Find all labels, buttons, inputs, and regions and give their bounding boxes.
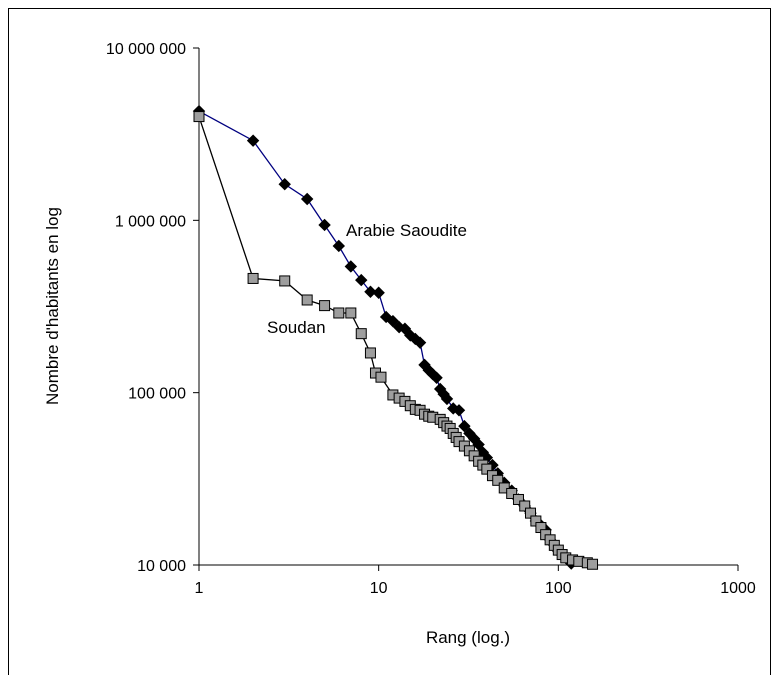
data-point-soudan <box>375 371 387 383</box>
data-point-soudan <box>506 487 518 499</box>
y-tick-label: 10 000 <box>137 558 186 575</box>
data-point-arabie-saoudite <box>458 419 471 433</box>
chart-frame <box>8 8 771 680</box>
data-point-soudan <box>587 558 599 570</box>
y-tick-label: 1 000 000 <box>115 213 186 230</box>
data-point-arabie-saoudite <box>278 178 291 191</box>
data-point-soudan <box>492 474 504 486</box>
y-axis-title: Nombre d'habitants en log <box>43 207 62 405</box>
data-point-soudan <box>498 482 510 494</box>
y-tick-label: 10 000 000 <box>106 41 186 58</box>
data-point-soudan <box>364 347 376 359</box>
data-point-arabie-saoudite <box>472 438 485 451</box>
axes <box>198 48 738 566</box>
data-point-soudan <box>333 307 345 319</box>
data-point-soudan <box>247 272 259 284</box>
data-point-arabie-saoudite <box>452 404 466 417</box>
data-point-soudan <box>481 463 493 475</box>
data-point-arabie-saoudite <box>344 260 358 273</box>
axis-ticks: 1 10 100 1000 10 000 100 000 1 000 000 10 000 0… <box>106 41 756 597</box>
data-point-soudan <box>355 328 367 340</box>
data-point-soudan <box>319 300 331 312</box>
y-tick-label: 100 000 <box>128 386 186 403</box>
data-point-soudan <box>301 294 313 306</box>
data-point-arabie-saoudite <box>398 322 412 335</box>
data-point-arabie-saoudite <box>413 336 427 349</box>
data-point-arabie-saoudite <box>430 371 443 384</box>
x-tick-label: 100 <box>545 580 572 597</box>
data-point-arabie-saoudite <box>355 273 368 287</box>
data-point-arabie-saoudite <box>364 285 377 298</box>
data-point-arabie-saoudite <box>300 192 314 206</box>
x-tick-label: 1 <box>195 580 204 597</box>
data-point-arabie-saoudite <box>318 218 331 232</box>
annotation-arabie-saoudite: Arabie Saoudite <box>346 221 467 240</box>
data-point-soudan <box>279 275 291 287</box>
data-point-arabie-saoudite <box>246 134 260 147</box>
x-axis-title: Rang (log.) <box>426 628 510 647</box>
data-point-soudan <box>345 307 357 319</box>
series-markers <box>192 104 599 570</box>
data-point-soudan <box>512 493 524 505</box>
x-tick-label: 1000 <box>720 580 756 597</box>
data-point-soudan <box>193 111 205 123</box>
annotation-soudan: Soudan <box>267 318 326 337</box>
x-tick-label: 10 <box>370 580 388 597</box>
data-point-arabie-saoudite <box>386 314 400 328</box>
data-point-arabie-saoudite <box>372 286 385 299</box>
data-point-arabie-saoudite <box>440 392 454 406</box>
data-point-arabie-saoudite <box>332 239 346 253</box>
data-point-soudan <box>519 500 531 512</box>
